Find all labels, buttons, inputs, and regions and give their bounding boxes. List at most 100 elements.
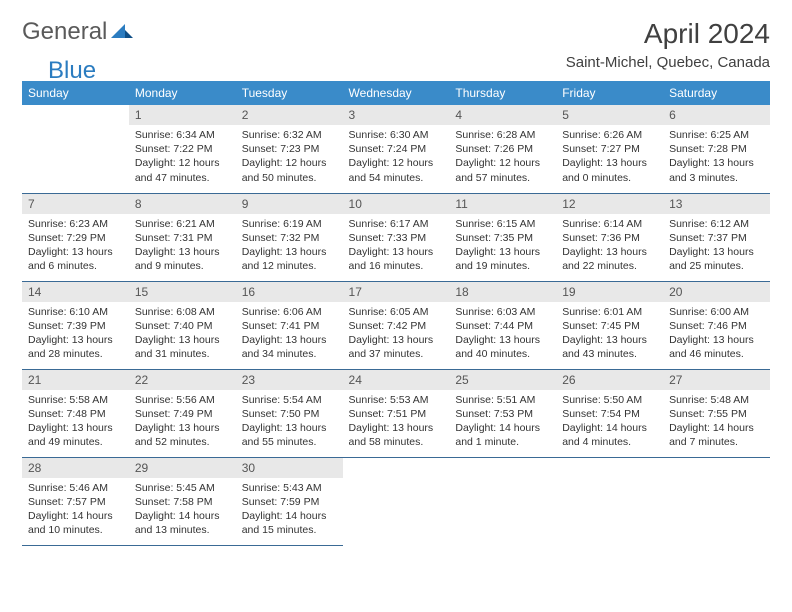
day-number: 19	[556, 282, 663, 302]
logo-triangle-icon	[111, 20, 133, 45]
daylight-line: Daylight: 13 hours and 34 minutes.	[242, 334, 327, 360]
daylight-line: Daylight: 13 hours and 12 minutes.	[242, 246, 327, 272]
daylight-line: Daylight: 13 hours and 49 minutes.	[28, 422, 113, 448]
day-number: 18	[449, 282, 556, 302]
day-number: 12	[556, 194, 663, 214]
sunset-line: Sunset: 7:59 PM	[242, 496, 320, 508]
daylight-line: Daylight: 12 hours and 54 minutes.	[349, 157, 434, 183]
day-data: Sunrise: 6:08 AMSunset: 7:40 PMDaylight:…	[129, 302, 236, 368]
title-block: April 2024 Saint-Michel, Quebec, Canada	[566, 18, 770, 71]
logo-text-general: General	[22, 18, 107, 46]
day-number: 6	[663, 105, 770, 125]
day-data: Sunrise: 6:01 AMSunset: 7:45 PMDaylight:…	[556, 302, 663, 368]
day-number: 9	[236, 194, 343, 214]
sunset-line: Sunset: 7:41 PM	[242, 320, 320, 332]
sunset-line: Sunset: 7:35 PM	[455, 232, 533, 244]
day-cell: 19Sunrise: 6:01 AMSunset: 7:45 PMDayligh…	[556, 281, 663, 369]
day-cell: 11Sunrise: 6:15 AMSunset: 7:35 PMDayligh…	[449, 193, 556, 281]
day-number: 30	[236, 458, 343, 478]
daylight-line: Daylight: 13 hours and 58 minutes.	[349, 422, 434, 448]
sunrise-line: Sunrise: 5:43 AM	[242, 482, 322, 494]
day-number: 29	[129, 458, 236, 478]
day-number: 2	[236, 105, 343, 125]
sunrise-line: Sunrise: 6:30 AM	[349, 129, 429, 141]
daylight-line: Daylight: 13 hours and 31 minutes.	[135, 334, 220, 360]
day-number: 1	[129, 105, 236, 125]
day-data: Sunrise: 6:05 AM Sunset: 7:42 PM Daylight:…	[343, 302, 450, 368]
weekday-header: Wednesday	[343, 81, 450, 105]
day-data: Sunrise: 6:12 AMSunset: 7:37 PMDaylight:…	[663, 214, 770, 280]
sunset-line: Sunset: 7:24 PM	[349, 143, 427, 155]
daylight-line: Daylight: 13 hours and 19 minutes.	[455, 246, 540, 272]
weekday-header: Thursday	[449, 81, 556, 105]
day-cell: 13Sunrise: 6:12 AMSunset: 7:37 PMDayligh…	[663, 193, 770, 281]
day-data: Sunrise: 5:50 AMSunset: 7:54 PMDaylight:…	[556, 390, 663, 456]
sunrise-line: Sunrise: 6:23 AM	[28, 218, 108, 230]
empty-day-cell	[343, 457, 450, 545]
sunrise-line: Sunrise: 6:28 AM	[455, 129, 535, 141]
day-number: 22	[129, 370, 236, 390]
sunset-line: Sunset: 7:54 PM	[562, 408, 640, 420]
day-number: 4	[449, 105, 556, 125]
sunset-line: Sunset: 7:53 PM	[455, 408, 533, 420]
daylight-line: Daylight: 13 hours and 6 minutes.	[28, 246, 113, 272]
day-number: 17	[343, 282, 450, 302]
day-number: 26	[556, 370, 663, 390]
sunset-line: Sunset: 7:28 PM	[669, 143, 747, 155]
day-cell: 8Sunrise: 6:21 AMSunset: 7:31 PMDaylight…	[129, 193, 236, 281]
weekday-header: Tuesday	[236, 81, 343, 105]
day-number: 23	[236, 370, 343, 390]
day-data: Sunrise: 5:58 AMSunset: 7:48 PMDaylight:…	[22, 390, 129, 456]
day-data: Sunrise: 6:06 AMSunset: 7:41 PMDaylight:…	[236, 302, 343, 368]
daylight-line: Daylight: 13 hours and 37 minutes.	[349, 334, 434, 360]
weekday-header: Friday	[556, 81, 663, 105]
sunset-line: Sunset: 7:42 PM	[349, 320, 427, 332]
calendar-table: SundayMondayTuesdayWednesdayThursdayFrid…	[22, 81, 770, 546]
sunrise-line: Sunrise: 6:05 AM	[349, 306, 429, 318]
day-cell: 21Sunrise: 5:58 AMSunset: 7:48 PMDayligh…	[22, 369, 129, 457]
daylight-line: Daylight: 12 hours and 47 minutes.	[135, 157, 220, 183]
calendar-body: 1Sunrise: 6:34 AMSunset: 7:22 PMDaylight…	[22, 105, 770, 545]
sunrise-line: Sunrise: 6:15 AM	[455, 218, 535, 230]
calendar-week-row: 21Sunrise: 5:58 AMSunset: 7:48 PMDayligh…	[22, 369, 770, 457]
daylight-line: Daylight: 12 hours and 57 minutes.	[455, 157, 540, 183]
daylight-line: Daylight: 14 hours and 7 minutes.	[669, 422, 754, 448]
day-cell: 9Sunrise: 6:19 AMSunset: 7:32 PMDaylight…	[236, 193, 343, 281]
daylight-line: Daylight: 14 hours and 1 minute.	[455, 422, 540, 448]
day-data: Sunrise: 5:53 AMSunset: 7:51 PMDaylight:…	[343, 390, 450, 456]
daylight-line: Daylight: 13 hours and 40 minutes.	[455, 334, 540, 360]
day-cell: 2Sunrise: 6:32 AMSunset: 7:23 PMDaylight…	[236, 105, 343, 193]
day-data: Sunrise: 5:45 AMSunset: 7:58 PMDaylight:…	[129, 478, 236, 544]
sunrise-line: Sunrise: 5:53 AM	[349, 394, 429, 406]
calendar-week-row: 14Sunrise: 6:10 AMSunset: 7:39 PMDayligh…	[22, 281, 770, 369]
day-data: Sunrise: 5:51 AMSunset: 7:53 PMDaylight:…	[449, 390, 556, 456]
sunrise-line: Sunrise: 6:25 AM	[669, 129, 749, 141]
sunrise-line: Sunrise: 5:46 AM	[28, 482, 108, 494]
sunset-line: Sunset: 7:58 PM	[135, 496, 213, 508]
sunrise-line: Sunrise: 6:21 AM	[135, 218, 215, 230]
sunrise-line: Sunrise: 6:08 AM	[135, 306, 215, 318]
day-data: Sunrise: 6:17 AMSunset: 7:33 PMDaylight:…	[343, 214, 450, 280]
day-data: Sunrise: 6:00 AMSunset: 7:46 PMDaylight:…	[663, 302, 770, 368]
weekday-header: Saturday	[663, 81, 770, 105]
sunset-line: Sunset: 7:44 PM	[455, 320, 533, 332]
sunset-line: Sunset: 7:29 PM	[28, 232, 106, 244]
calendar-week-row: 1Sunrise: 6:34 AMSunset: 7:22 PMDaylight…	[22, 105, 770, 193]
daylight-line: Daylight: 12 hours and 50 minutes.	[242, 157, 327, 183]
sunset-line: Sunset: 7:31 PM	[135, 232, 213, 244]
day-cell: 18Sunrise: 6:03 AMSunset: 7:44 PMDayligh…	[449, 281, 556, 369]
daylight-line: Daylight: 14 hours and 13 minutes.	[135, 510, 220, 536]
empty-day-cell	[22, 105, 129, 193]
day-data: Sunrise: 6:15 AM Sunset: 7:35 PM Daylight:…	[449, 214, 556, 280]
sunset-line: Sunset: 7:36 PM	[562, 232, 640, 244]
daylight-line: Daylight: 13 hours and 43 minutes.	[562, 334, 647, 360]
day-number: 20	[663, 282, 770, 302]
sunrise-line: Sunrise: 5:50 AM	[562, 394, 642, 406]
sunrise-line: Sunrise: 6:17 AM	[349, 218, 429, 230]
sunset-line: Sunset: 7:37 PM	[669, 232, 747, 244]
logo: General	[22, 18, 135, 46]
day-cell: 24Sunrise: 5:53 AMSunset: 7:51 PMDayligh…	[343, 369, 450, 457]
sunrise-line: Sunrise: 6:01 AM	[562, 306, 642, 318]
day-cell: 23Sunrise: 5:54 AMSunset: 7:50 PMDayligh…	[236, 369, 343, 457]
day-number: 21	[22, 370, 129, 390]
